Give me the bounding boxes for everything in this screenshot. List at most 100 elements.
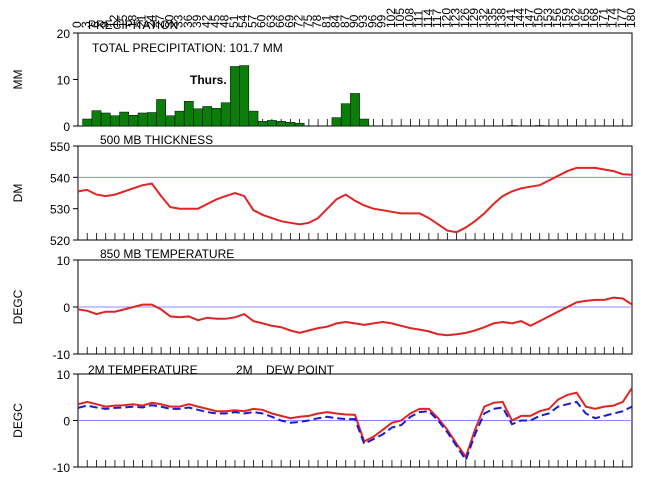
- x-tick-label: 108: [402, 8, 416, 28]
- x-tick-label: 171: [596, 8, 610, 28]
- line: [77, 387, 633, 459]
- y-axis-label: MM: [11, 70, 25, 90]
- x-tick-label: 159: [559, 8, 573, 28]
- x-tick-label: 57: [245, 14, 259, 28]
- bar: [359, 118, 370, 127]
- x-tick-label: 177: [615, 8, 629, 28]
- chart-title: PRECIPITATION: [88, 18, 178, 32]
- x-tick-label: 111: [412, 9, 426, 28]
- x-tick-label: 78: [310, 14, 324, 28]
- x-tick-label: 123: [449, 8, 463, 28]
- x-tick-label: 72: [292, 14, 306, 28]
- bar: [220, 102, 231, 127]
- x-tick-label: 102: [384, 8, 398, 28]
- y-tick-label: 0: [63, 301, 70, 315]
- bar: [248, 110, 259, 127]
- y-tick-label: 0: [63, 120, 70, 134]
- x-tick-label: 66: [273, 14, 287, 28]
- y-tick-label: 550: [50, 140, 70, 154]
- y-axis-label: DEGC: [11, 403, 25, 438]
- y-tick-label: -10: [53, 461, 71, 475]
- bar: [350, 93, 360, 127]
- x-tick-label: 162: [569, 8, 583, 28]
- x-tick-label: 45: [209, 14, 223, 28]
- bar: [239, 65, 250, 127]
- x-tick-label: 138: [495, 8, 509, 28]
- x-tick-label: 99: [375, 14, 389, 28]
- x-tick-label: 165: [578, 8, 592, 28]
- bar: [110, 115, 120, 127]
- y-axis-label: DEGC: [11, 289, 25, 324]
- x-tick-label: 93: [356, 14, 370, 28]
- x-tick-label: 36: [181, 14, 195, 28]
- x-tick-label: 84: [329, 14, 343, 28]
- x-tick-label: 15: [116, 14, 130, 28]
- y-tick-label: 520: [50, 234, 70, 248]
- bar: [137, 112, 148, 127]
- line: [77, 166, 633, 234]
- bar: [100, 112, 111, 127]
- legend-label: 2M DEW POINT: [236, 363, 335, 377]
- bar: [276, 121, 286, 127]
- bar: [267, 120, 277, 127]
- bar: [202, 106, 213, 127]
- x-tick-label: 87: [338, 14, 352, 28]
- x-tick-label: 9: [98, 21, 112, 28]
- subtitle: TOTAL PRECIPITATION: 101.7 MM: [92, 41, 283, 55]
- x-tick-label: 60: [255, 14, 269, 28]
- x-tick-label: 21: [135, 14, 149, 28]
- x-tick-label: 90: [347, 14, 361, 28]
- x-tick-label: 135: [486, 8, 500, 28]
- x-tick-label: 69: [282, 14, 296, 28]
- x-tick-label: 3: [79, 21, 93, 28]
- x-tick-label: 168: [587, 8, 601, 28]
- x-tick-label: 81: [319, 14, 333, 28]
- x-tick-label: 30: [162, 14, 176, 28]
- x-tick-label: 141: [504, 8, 518, 28]
- bar: [294, 122, 305, 127]
- x-tick-label: 120: [439, 8, 453, 28]
- bar: [82, 118, 93, 127]
- y-tick-label: 540: [50, 171, 70, 185]
- x-tick-label: 18: [125, 14, 139, 28]
- x-tick-label: 174: [606, 8, 620, 28]
- bar: [128, 115, 139, 127]
- x-tick-label: 27: [153, 14, 167, 28]
- x-tick-label: 126: [458, 8, 472, 28]
- x-tick-label: 117: [430, 9, 444, 28]
- y-tick-label: 0: [63, 415, 70, 429]
- y-tick-label: 10: [57, 254, 71, 268]
- line: [77, 296, 633, 337]
- bar: [183, 101, 194, 127]
- x-tick-label: 75: [301, 14, 315, 28]
- bar: [193, 108, 203, 127]
- panel-frame: [77, 145, 633, 241]
- x-tick-label: 144: [513, 8, 527, 28]
- y-tick-label: 10: [57, 368, 71, 382]
- chart-title: 850 MB TEMPERATURE: [100, 247, 234, 261]
- x-tick-label: 132: [476, 8, 490, 28]
- y-tick-label: 10: [57, 74, 71, 88]
- bar: [91, 110, 102, 127]
- bar: [340, 103, 351, 127]
- x-tick-label: 150: [532, 8, 546, 28]
- bar: [257, 121, 268, 127]
- x-tick-label: 12: [107, 14, 121, 28]
- annotation: Thurs.: [190, 73, 227, 87]
- x-tick-label: 0: [70, 21, 84, 28]
- bar: [165, 115, 176, 127]
- x-tick-label: 39: [190, 14, 204, 28]
- x-tick-label: 54: [236, 14, 250, 28]
- x-tick-label: 42: [199, 14, 213, 28]
- bar: [147, 112, 157, 127]
- x-tick-label: 129: [467, 8, 481, 28]
- x-tick-label: 48: [218, 14, 232, 28]
- legend-label: 2M TEMPERATURE: [88, 363, 198, 377]
- x-tick-label: 153: [541, 8, 555, 28]
- x-tick-label: 24: [144, 14, 158, 28]
- x-tick-label: 180: [624, 8, 638, 28]
- bar: [174, 110, 185, 127]
- line: [77, 400, 633, 463]
